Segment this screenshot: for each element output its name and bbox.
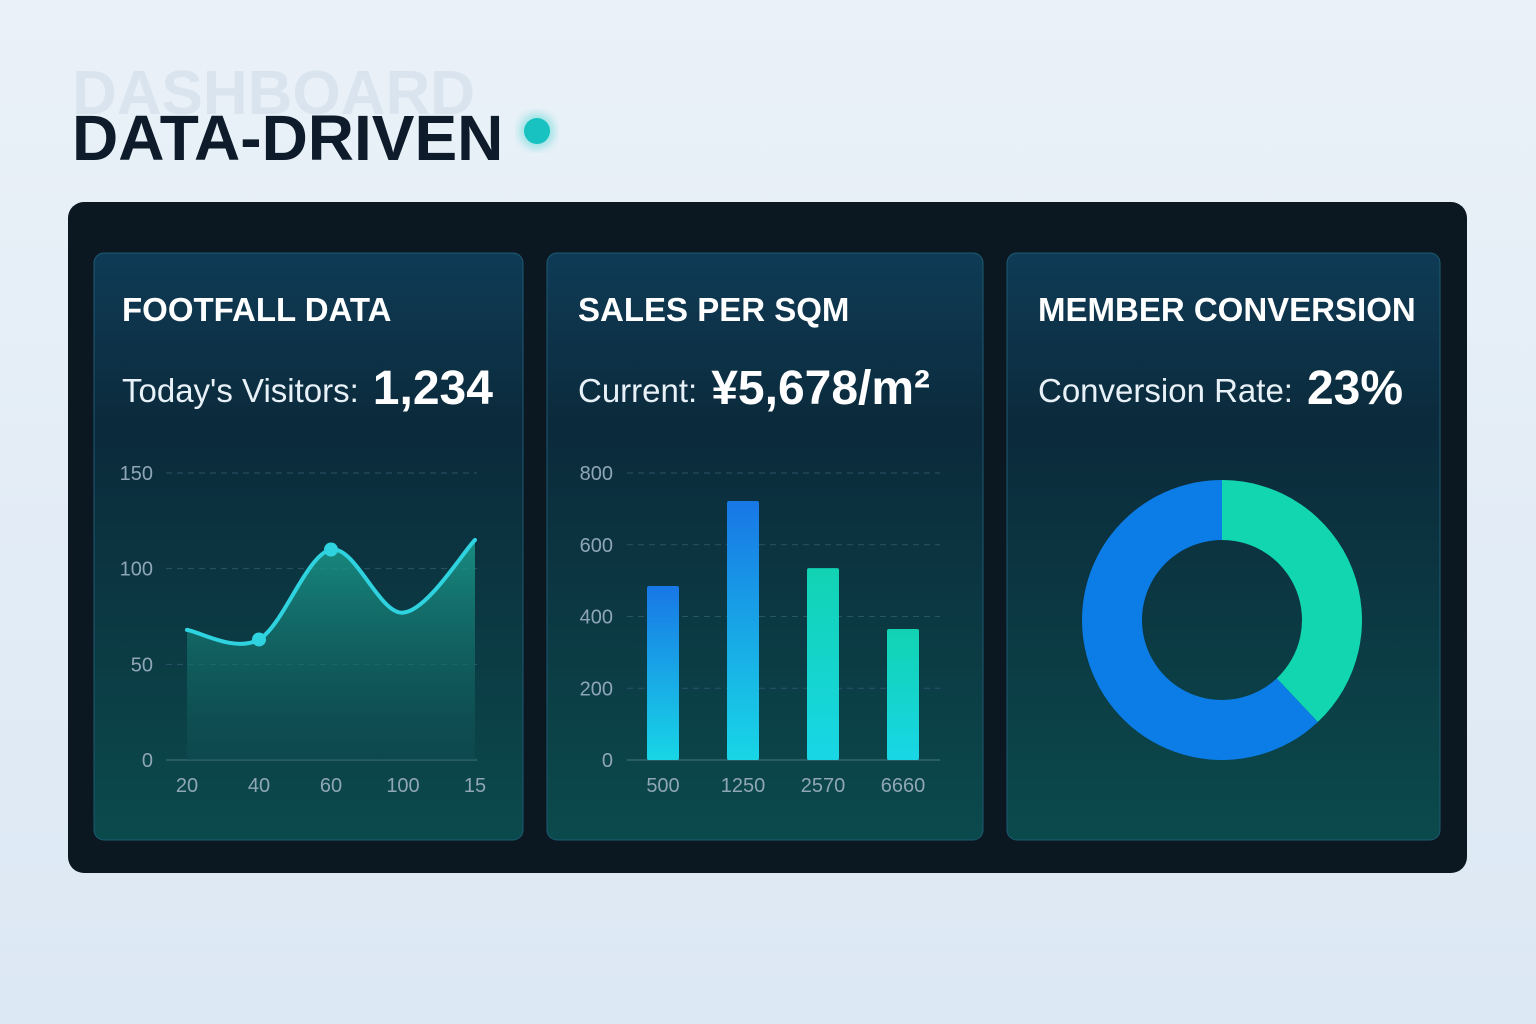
- status-dot: [524, 118, 550, 144]
- panel-title: FOOTFALL DATA: [122, 291, 391, 328]
- y-tick-label: 600: [580, 535, 613, 557]
- kpi-label: Current:: [578, 372, 697, 409]
- bar: [647, 586, 679, 760]
- point: [252, 632, 266, 647]
- x-tick-label: 2570: [801, 775, 846, 797]
- y-tick-label: 0: [142, 750, 153, 772]
- x-tick-label: 20: [176, 775, 198, 797]
- x-tick-label: 15: [464, 775, 486, 797]
- kpi-label: Conversion Rate:: [1038, 372, 1293, 409]
- kpi-value: 23%: [1307, 362, 1403, 415]
- kpi-label: Today's Visitors:: [122, 372, 359, 409]
- donut-segment: [1081, 479, 1318, 761]
- y-tick-label: 0: [602, 750, 613, 772]
- y-tick-label: 400: [580, 607, 613, 629]
- x-tick-label: 1250: [721, 775, 766, 797]
- x-tick-label: 6660: [881, 775, 926, 797]
- donut-segment: [1222, 480, 1362, 723]
- y-tick-label: 50: [131, 654, 153, 676]
- y-tick-label: 150: [120, 463, 153, 485]
- x-tick-label: 60: [320, 775, 342, 797]
- bar: [887, 629, 919, 760]
- bar: [727, 500, 759, 760]
- x-tick-label: 100: [386, 775, 419, 797]
- y-tick-label: 800: [580, 463, 613, 485]
- x-tick-label: 40: [248, 775, 270, 797]
- watermark: DASHBOARD: [72, 59, 475, 128]
- panel-title: SALES PER SQM: [578, 291, 849, 328]
- area: [187, 539, 475, 760]
- panel-title: MEMBER CONVERSION: [1038, 291, 1416, 328]
- page-title: DATA-DRIVEN: [72, 102, 503, 174]
- x-tick-label: 500: [646, 775, 679, 797]
- y-tick-label: 200: [580, 678, 613, 700]
- bar: [807, 568, 839, 760]
- point: [324, 542, 338, 557]
- kpi-value: ¥5,678/m²: [711, 362, 930, 415]
- y-tick-label: 100: [120, 559, 153, 581]
- kpi-value: 1,234: [373, 362, 493, 415]
